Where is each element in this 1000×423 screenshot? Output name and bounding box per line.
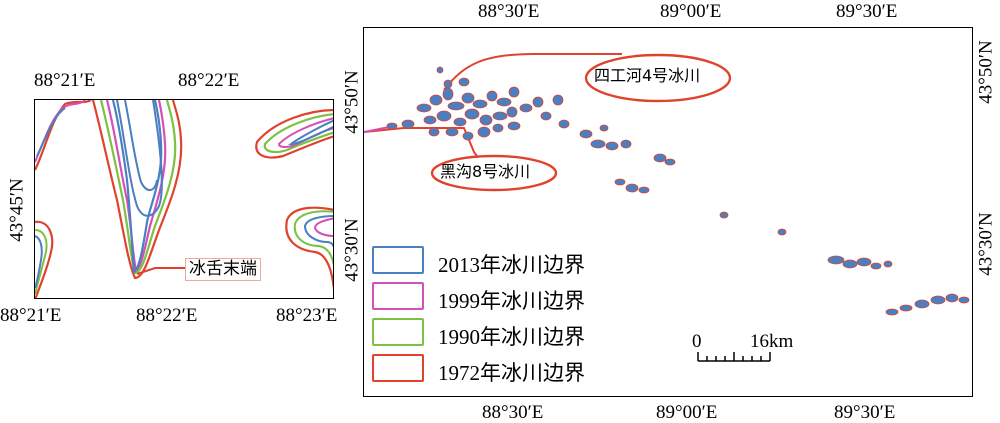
inset-bottom-tick-2: 88°22′E <box>136 305 198 326</box>
glacier-cluster-east1 <box>579 124 632 151</box>
inset-left-tick: 43°45′N <box>6 178 28 242</box>
scale-bar-end-label: 16km <box>750 331 794 352</box>
glacier-cluster-main <box>386 66 570 141</box>
inset-map-frame: 冰舌末端 <box>34 99 334 299</box>
tongue-end-label: 冰舌末端 <box>185 258 261 281</box>
main-left-tick-2: 43°30′N <box>341 218 363 282</box>
glacier-cluster-east3 <box>614 178 650 194</box>
legend-label-1990: 1990年冰川边界 <box>438 325 585 349</box>
main-bottom-tick-2: 89°00′E <box>656 402 718 423</box>
inset-tongue-1972 <box>91 100 183 280</box>
legend-swatch-2013 <box>372 246 424 274</box>
inset-glacier-boundaries <box>35 100 333 298</box>
callout-label-sigonghe: 四工河4号冰川 <box>594 66 701 85</box>
legend-label-1972: 1972年冰川边界 <box>438 361 585 385</box>
legend-swatch-1990 <box>372 318 424 346</box>
glacier-cluster-southeast <box>885 293 970 316</box>
glacier-cluster-far-east <box>827 255 893 270</box>
inset-bottom-tick-1: 88°21′E <box>0 305 62 326</box>
legend-label-1999: 1999年冰川边界 <box>438 289 585 313</box>
legend-swatch-1999 <box>372 282 424 310</box>
inset-top-tick-1: 88°21′E <box>34 70 96 91</box>
main-bottom-tick-1: 88°30′E <box>482 402 544 423</box>
main-top-tick-1: 88°30′E <box>478 1 540 22</box>
inset-tongue-1999 <box>105 100 167 272</box>
scale-bar-start-label: 0 <box>692 331 702 352</box>
callout-label-heigou: 黑沟8号冰川 <box>440 162 531 181</box>
legend-label-2013: 2013年冰川边界 <box>438 253 585 277</box>
main-map-frame: 四工河4号冰川 黑沟8号冰川 0 16km <box>363 27 973 397</box>
callout-ellipse-heigou <box>430 154 558 192</box>
legend-swatch-1972 <box>372 354 424 382</box>
glacier-patch-small <box>719 211 787 236</box>
glacier-cluster-east2 <box>653 153 676 166</box>
main-right-tick-1: 43°50′N <box>975 40 997 104</box>
main-top-tick-2: 89°00′E <box>660 1 722 22</box>
callout-ellipse-sigonghe <box>584 53 732 103</box>
inset-top-tick-2: 88°22′E <box>178 70 240 91</box>
main-bottom-tick-3: 89°30′E <box>834 402 896 423</box>
inset-tongue-1990 <box>99 100 177 275</box>
scale-bar <box>697 352 771 362</box>
main-right-tick-2: 43°30′N <box>975 212 997 276</box>
main-top-tick-3: 89°30′E <box>836 1 898 22</box>
main-glacier-clusters <box>364 53 970 362</box>
main-left-tick-1: 43°50′N <box>341 70 363 134</box>
inset-bottom-tick-3: 88°23′E <box>276 305 338 326</box>
